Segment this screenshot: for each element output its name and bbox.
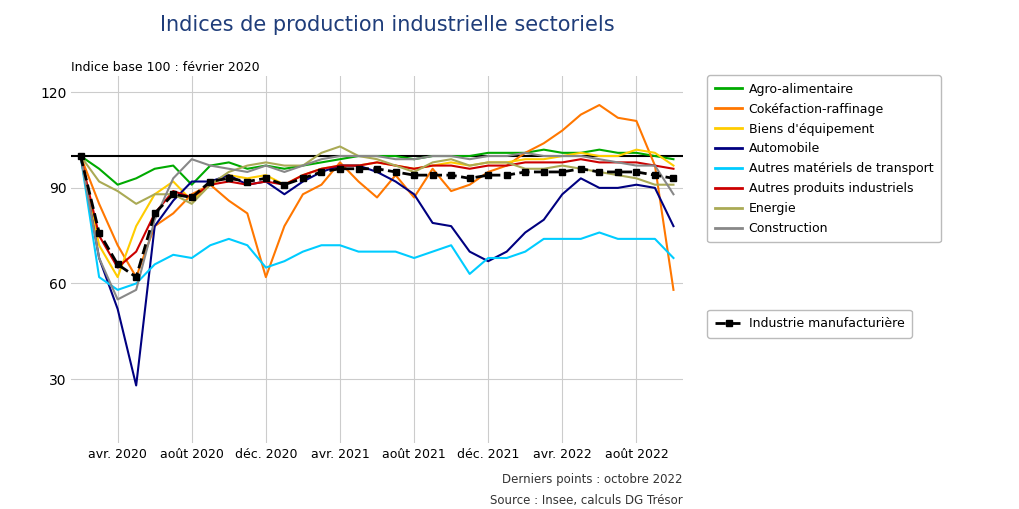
Legend: Industrie manufacturière: Industrie manufacturière bbox=[707, 310, 912, 338]
Text: Source : Insee, calculs DG Trésor: Source : Insee, calculs DG Trésor bbox=[490, 494, 683, 507]
Text: Indice base 100 : février 2020: Indice base 100 : février 2020 bbox=[71, 61, 260, 74]
Text: Derniers points : octobre 2022: Derniers points : octobre 2022 bbox=[502, 473, 683, 487]
Text: Indices de production industrielle sectoriels: Indices de production industrielle secto… bbox=[160, 15, 614, 35]
